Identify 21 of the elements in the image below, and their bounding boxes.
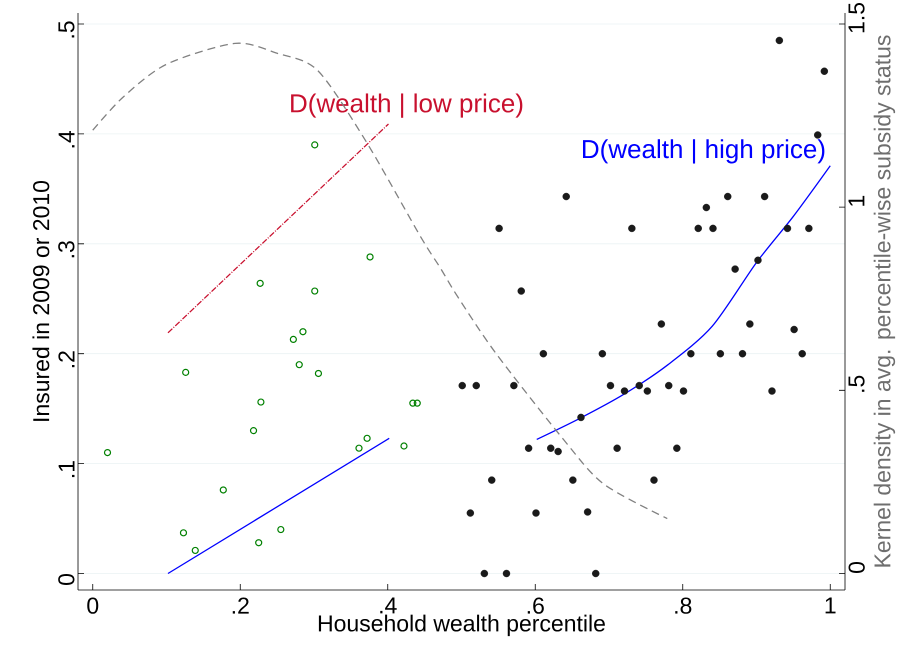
y-tick-label: 0 [58, 574, 74, 585]
y-tick-label: .1 [58, 461, 74, 478]
y2-tick-label: .5 [848, 376, 865, 392]
x-tick-label: .4 [380, 598, 397, 614]
y-axis-title: Insured in 2009 or 2010 [32, 180, 50, 421]
y2-axis-title: Kernel density in avg. percentile-wise subsidy status [874, 35, 896, 567]
x-tick-label: .2 [232, 598, 249, 614]
y-tick-label: .5 [58, 21, 74, 38]
series-label: D(wealth | low price) [291, 93, 522, 118]
series-label: D(wealth | high price) [583, 139, 824, 164]
x-tick-label: .6 [528, 598, 544, 614]
y2-tick-label: 1 [848, 196, 864, 206]
x-axis-title: Household wealth percentile [318, 614, 605, 636]
y2-tick-label: 1.5 [848, 2, 865, 32]
y2-tick-label: 0 [848, 562, 865, 573]
x-tick-label: .8 [675, 598, 692, 614]
y-tick-label: .2 [58, 351, 74, 368]
x-tick-label: 0 [87, 598, 98, 614]
x-tick-label: 1 [826, 598, 836, 614]
y-tick-label: .3 [58, 241, 74, 258]
y-tick-label: .4 [58, 130, 74, 148]
